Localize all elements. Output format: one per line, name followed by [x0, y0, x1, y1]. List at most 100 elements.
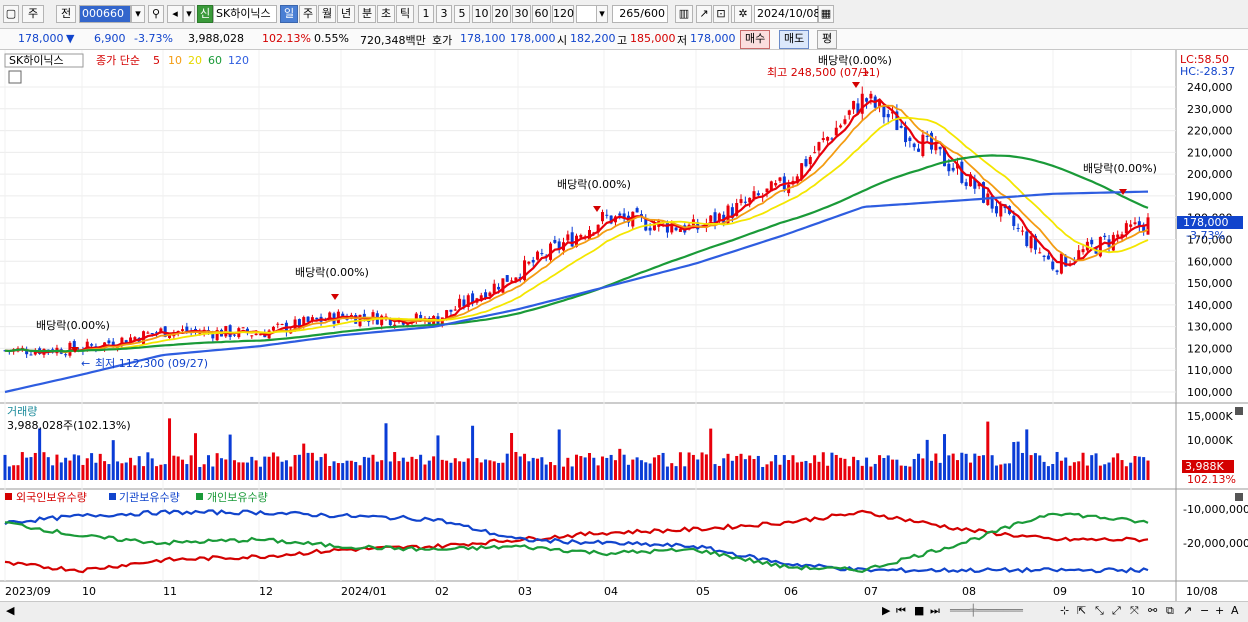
volume-bar: [319, 457, 323, 480]
volume-bar: [826, 465, 830, 480]
volume-bar: [713, 464, 717, 480]
period-tab-second[interactable]: 초: [377, 5, 395, 23]
volume-panel-close-icon[interactable]: [1235, 407, 1243, 415]
volume-bar: [687, 452, 691, 480]
tick-3[interactable]: 3: [436, 5, 452, 23]
last-page-icon[interactable]: ⏭: [930, 604, 940, 617]
volume-bar: [211, 466, 215, 480]
stop-icon[interactable]: ■: [914, 604, 925, 617]
stock-name-tag[interactable]: [4, 53, 84, 68]
period-tab-week[interactable]: 주: [299, 5, 317, 23]
average-button[interactable]: 평: [817, 30, 838, 49]
volume-bar: [531, 457, 535, 480]
volume-bar: [726, 453, 730, 480]
count-field[interactable]: 265/600: [612, 5, 668, 23]
link-icon[interactable]: ⚯: [1148, 604, 1158, 617]
candle-body: [652, 224, 656, 231]
expand-icon[interactable]: ⤧: [1130, 604, 1139, 617]
code-input[interactable]: 000660: [79, 5, 131, 23]
trend-icon[interactable]: ↗: [696, 5, 712, 23]
price-tick-label: 230,000: [1187, 103, 1233, 116]
speaker-icon[interactable]: ◂: [167, 5, 183, 23]
tick-10[interactable]: 10: [472, 5, 491, 23]
custom-tick-dropdown-icon[interactable]: ▾: [596, 5, 608, 23]
crosshair-icon[interactable]: ⊹: [1060, 604, 1070, 617]
table-icon[interactable]: [8, 70, 22, 84]
tick-30[interactable]: 30: [512, 5, 531, 23]
tick-5[interactable]: 5: [454, 5, 470, 23]
volume-bar: [362, 456, 366, 480]
draw-tool-icon[interactable]: ⇱: [1077, 604, 1087, 617]
volume-bar: [1055, 451, 1059, 480]
tick-1[interactable]: 1: [418, 5, 434, 23]
period-tab-minute[interactable]: 분: [358, 5, 376, 23]
calendar-icon[interactable]: ▦: [818, 5, 834, 23]
period-tab-tick[interactable]: 틱: [396, 5, 414, 23]
volume-bar: [1107, 462, 1111, 480]
candle-body: [505, 275, 509, 282]
arrow-tool-icon[interactable]: ↗: [1183, 604, 1193, 617]
minus-icon[interactable]: −: [1200, 604, 1210, 617]
volume-bar: [990, 455, 994, 480]
volume-bar: [176, 456, 180, 480]
period-tick-label: 틱: [399, 7, 411, 20]
ma60-line: [4, 154, 1149, 353]
volume-title: 거래량: [7, 405, 37, 418]
settings-gear-icon[interactable]: ✲: [734, 5, 752, 23]
period-tab-day[interactable]: 일: [280, 5, 298, 23]
clone-icon[interactable]: ⧉: [1166, 604, 1174, 617]
volume-bar: [94, 462, 98, 480]
candle-body: [1051, 261, 1055, 270]
period-tab-month[interactable]: 월: [318, 5, 336, 23]
volume-bar: [722, 458, 726, 480]
text-tool-icon[interactable]: A: [1231, 604, 1239, 617]
candle-body: [471, 293, 475, 304]
split-icon[interactable]: ⊡: [713, 5, 729, 23]
candle-body: [536, 251, 540, 260]
search-icon[interactable]: ⚲: [148, 5, 164, 23]
volume-bar: [189, 455, 193, 480]
candle-body: [1064, 255, 1068, 267]
window-icon[interactable]: ▢: [3, 5, 19, 23]
zoom-slider[interactable]: ═══╪═══════: [950, 604, 1023, 617]
volume-bar: [960, 452, 964, 480]
code-dropdown-icon[interactable]: ▾: [131, 5, 145, 23]
prev-button[interactable]: 전: [56, 5, 76, 23]
new-badge[interactable]: 신: [197, 5, 213, 23]
volume-bar: [730, 460, 734, 480]
volume-bar: [202, 464, 206, 480]
scroll-right-icon[interactable]: ▶: [882, 604, 891, 617]
buy-button[interactable]: 매수: [740, 30, 771, 49]
volume-ratio: 102.13%: [262, 32, 311, 45]
volume-bar: [401, 457, 405, 480]
volume-bar: [1120, 460, 1124, 480]
volume-bar: [635, 457, 639, 480]
tick-20[interactable]: 20: [492, 5, 511, 23]
volume-bar: [51, 465, 55, 480]
speaker-dropdown-icon[interactable]: ▾: [183, 5, 195, 23]
volume-bar: [549, 462, 553, 480]
x-axis-label: 2024/01: [341, 585, 387, 598]
tick-60[interactable]: 60: [532, 5, 551, 23]
scroll-left-icon[interactable]: ◀: [6, 604, 15, 617]
chart-type-icon[interactable]: ▥: [675, 5, 693, 23]
volume-bar: [639, 460, 643, 480]
stock-chart[interactable]: 240,000 230,000 220,000 210,000 200,000 190,0…: [0, 50, 1248, 601]
tick-120[interactable]: 120: [552, 5, 574, 23]
plus-icon[interactable]: +: [1215, 604, 1225, 617]
volume-bar: [1007, 463, 1011, 480]
period-tab-year[interactable]: 년: [337, 5, 355, 23]
period-select[interactable]: 주: [22, 5, 44, 23]
volume-bar: [904, 465, 908, 480]
candle-body: [1146, 217, 1150, 235]
fit-icon[interactable]: ⤡: [1095, 604, 1104, 617]
price-tick-label: 130,000: [1187, 321, 1233, 334]
first-page-icon[interactable]: ⏮: [896, 604, 906, 617]
candle-body: [968, 174, 972, 187]
holdings-panel-close-icon[interactable]: [1235, 493, 1243, 501]
sell-button[interactable]: 매도: [779, 30, 810, 49]
volume-bar: [267, 456, 271, 480]
volume-bar: [68, 460, 72, 480]
zoom-out-icon[interactable]: ⤢: [1112, 604, 1121, 617]
date-field[interactable]: 2024/10/08: [754, 5, 820, 23]
